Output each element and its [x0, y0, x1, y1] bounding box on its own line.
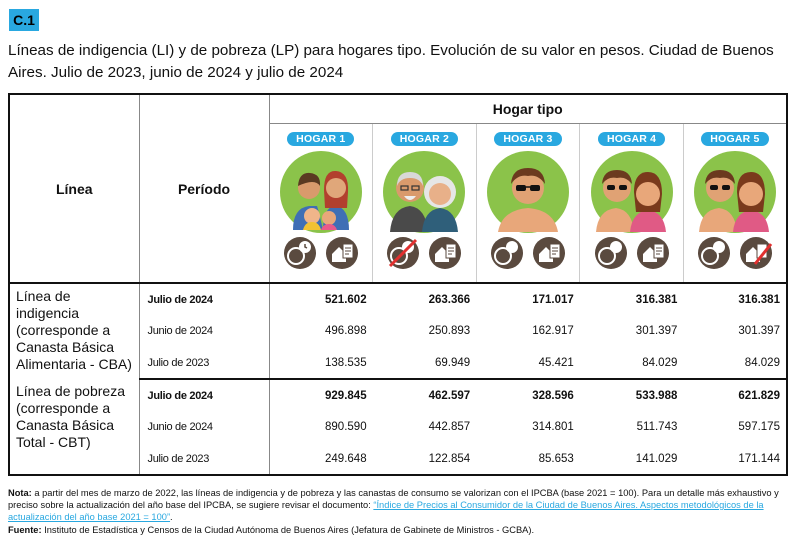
poverty-lines-table: Línea Período Hogar tipo HOGAR 1	[8, 93, 788, 476]
food-clock-icon	[283, 237, 316, 269]
hogar-1-label: HOGAR 1	[287, 132, 355, 146]
hogar-2-header: HOGAR 2	[372, 123, 477, 284]
value-cell: 122.854	[428, 452, 471, 465]
hogar-3-header: HOGAR 3	[476, 123, 581, 284]
food-clock-icon	[594, 237, 627, 269]
value-cell: 171.017	[532, 293, 574, 306]
food-clock-icon	[490, 237, 523, 269]
value-cell: 171.144	[738, 452, 780, 465]
value-cell: 316.381	[738, 293, 780, 306]
value-cell: 597.175	[738, 421, 780, 433]
value-cell: 84.029	[579, 347, 684, 380]
value-cell: 250.893	[428, 325, 471, 337]
value-cell: 301.397	[635, 325, 678, 337]
page-title: Líneas de indigencia (LI) y de pobreza (…	[8, 42, 774, 81]
home-document-icon	[636, 237, 669, 269]
couple-illustration	[693, 151, 776, 233]
table-row: Junio de 2024 890.590 442.857 314.801 51…	[9, 411, 787, 443]
hogar-4-header: HOGAR 4	[579, 123, 684, 284]
header-period: Período	[139, 94, 270, 284]
value-cell: 314.801	[532, 421, 574, 433]
value-cell: 69.949	[372, 347, 477, 380]
note-label: Nota:	[8, 488, 32, 498]
period-cell: Julio de 2023	[139, 347, 270, 380]
value-cell: 84.029	[683, 347, 787, 380]
home-document-icon	[532, 237, 565, 269]
source-label: Fuente:	[8, 525, 42, 535]
period-cell: Junio de 2024	[139, 411, 270, 443]
methodology-link[interactable]: “Índice de Precios al Consumidor de la C…	[8, 500, 764, 522]
chart-badge: C.1	[9, 9, 39, 31]
value-cell: 929.845	[325, 389, 367, 402]
source-text: Instituto de Estadística y Censos de la …	[41, 525, 535, 535]
period-cell: Julio de 2024	[139, 283, 270, 315]
value-cell: 162.917	[532, 325, 574, 337]
hogar-4-label: HOGAR 4	[597, 132, 666, 146]
source-note: Fuente: Instituto de Estadística y Censo…	[8, 525, 534, 535]
value-cell: 263.366	[428, 293, 471, 306]
value-cell: 890.590	[325, 421, 367, 433]
period-cell: Julio de 2024	[139, 379, 270, 411]
value-cell: 141.029	[635, 452, 678, 465]
value-cell: 521.602	[325, 293, 367, 306]
value-cell: 85.653	[538, 452, 574, 465]
couple-illustration	[590, 151, 673, 233]
pobreza-label: Línea de pobreza (corresponde a Canasta …	[9, 379, 140, 475]
value-cell: 511.743	[636, 421, 678, 433]
value-cell: 328.596	[532, 389, 574, 402]
hogar-1-header: HOGAR 1	[269, 123, 374, 284]
value-cell: 301.397	[738, 325, 780, 337]
food-clock-crossed-icon	[387, 237, 420, 269]
hogar-2-label: HOGAR 2	[390, 132, 459, 146]
indigencia-label: Línea de indigencia (corresponde a Canas…	[9, 283, 140, 379]
value-cell: 462.597	[428, 389, 471, 402]
value-cell: 316.381	[635, 293, 678, 306]
value-cell: 45.421	[476, 347, 580, 380]
period-cell: Julio de 2023	[139, 443, 270, 475]
hogar-5-label: HOGAR 5	[701, 132, 769, 146]
value-cell: 496.898	[325, 325, 367, 337]
value-cell: 442.857	[428, 421, 471, 433]
home-document-icon	[429, 237, 462, 269]
single-person-illustration	[486, 151, 569, 233]
value-cell: 249.648	[325, 452, 367, 465]
header-hogar-tipo: Hogar tipo	[269, 94, 787, 124]
home-document-icon	[325, 237, 358, 269]
elderly-couple-illustration	[383, 151, 466, 233]
table-row: Junio de 2024 496.898 250.893 162.917 30…	[9, 315, 787, 347]
table-row: Línea de pobreza (corresponde a Canasta …	[9, 379, 787, 475]
value-cell: 138.535	[269, 347, 373, 380]
note-end: .	[170, 512, 173, 522]
table-row: Julio de 2023 138.535 69.949 45.421 84.0…	[9, 347, 787, 380]
food-clock-icon	[697, 237, 730, 269]
hogar-5-header: HOGAR 5	[683, 123, 787, 284]
table-row: Julio de 2023 249.648 122.854 85.653 141…	[9, 443, 787, 475]
value-cell: 533.988	[635, 389, 678, 402]
note-text: a partir del mes de marzo de 2022, las l…	[8, 488, 779, 510]
family-4-illustration	[279, 151, 362, 233]
table-row: Línea de indigencia (corresponde a Canas…	[9, 283, 787, 379]
period-cell: Junio de 2024	[139, 315, 270, 347]
hogar-3-label: HOGAR 3	[494, 132, 562, 146]
value-cell: 621.829	[738, 389, 780, 402]
footnote: Nota: a partir del mes de marzo de 2022,…	[8, 487, 792, 523]
header-line: Línea	[9, 94, 140, 284]
home-document-crossed-icon	[739, 237, 773, 269]
